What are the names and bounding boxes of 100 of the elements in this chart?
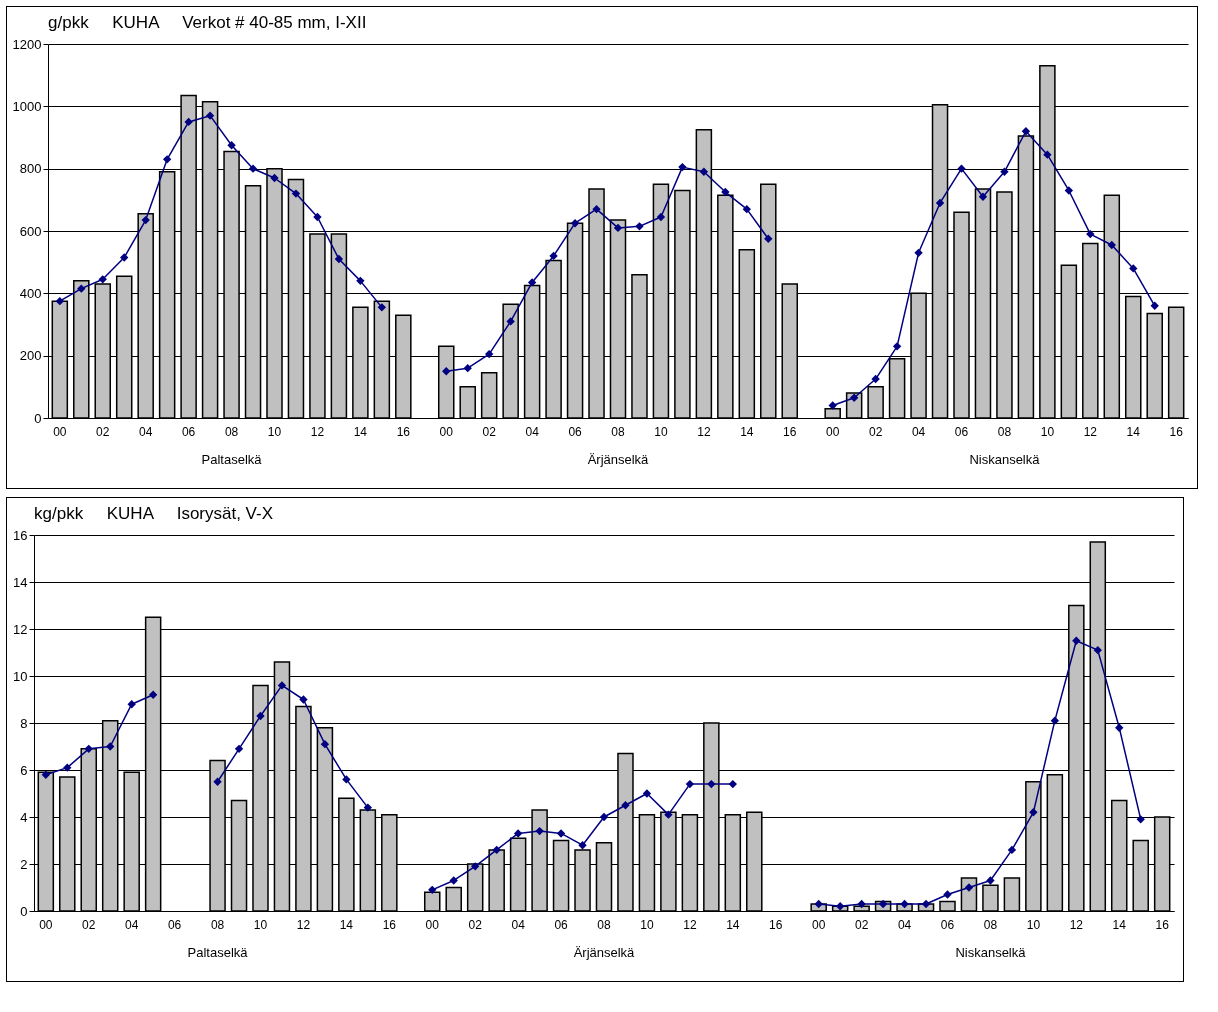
point [742, 205, 751, 214]
point [471, 862, 480, 871]
text: Paltaselkä [187, 945, 249, 960]
x-tick-label: 12 [697, 424, 711, 439]
point [556, 829, 566, 838]
x-tick-label: 10 [253, 917, 268, 932]
point [485, 349, 494, 359]
point [1064, 186, 1074, 195]
y-tick-label: 2 [20, 856, 28, 872]
x-tick-label: 12 [1069, 917, 1084, 932]
x-tick-label: 10 [654, 424, 668, 439]
point [828, 401, 837, 410]
point [621, 801, 630, 810]
x-tick-label: 08 [997, 424, 1012, 439]
point [857, 899, 866, 909]
y-tick-label: 12 [13, 621, 28, 637]
x-tick-label: 08 [611, 424, 625, 439]
point [256, 711, 265, 721]
x-tick-label: 04 [897, 917, 912, 932]
x-tick-label: 16 [382, 917, 397, 932]
point [148, 690, 158, 699]
x-tick-label: 16 [1169, 424, 1184, 439]
point [892, 342, 902, 351]
point [1136, 815, 1145, 824]
point [721, 187, 730, 197]
x-tick-label: 12 [310, 424, 325, 439]
x-tick-label: 06 [940, 917, 955, 932]
x-tick-label: 00 [812, 917, 826, 932]
point [1050, 716, 1060, 725]
x-tick-label: 06 [554, 917, 569, 932]
y-tick-label: 600 [19, 223, 42, 239]
x-tick-label: 16 [396, 424, 411, 439]
x-tick-label: 00 [826, 424, 840, 439]
point [814, 899, 823, 909]
x-tick-label: 04 [125, 917, 139, 932]
point [656, 212, 666, 222]
y-tick-label: 800 [19, 161, 42, 177]
point [764, 234, 773, 243]
x-tick-label: 02 [468, 917, 483, 932]
point [106, 742, 115, 751]
point [205, 111, 215, 120]
point [707, 779, 716, 789]
y-tick-label: 1000 [12, 98, 42, 114]
point [1150, 301, 1159, 310]
x-tick-label: 02 [854, 917, 869, 932]
point [664, 810, 673, 819]
x-tick-label: 12 [1083, 424, 1098, 439]
x-tick-label: 12 [296, 917, 311, 932]
point [599, 812, 609, 822]
x-tick-label: 14 [1112, 917, 1127, 932]
point [162, 155, 172, 164]
point [849, 393, 859, 402]
y-tick-label: 14 [13, 574, 28, 590]
x-tick-label: 16 [769, 917, 783, 932]
x-tick-label: 08 [597, 917, 611, 932]
point [1072, 636, 1081, 645]
point [957, 164, 966, 173]
x-tick-label: 00 [425, 917, 440, 932]
point [535, 826, 544, 836]
x-tick-label: 10 [267, 424, 282, 439]
point [1021, 127, 1031, 136]
point [270, 173, 279, 183]
y-tick-label: 0 [20, 903, 28, 919]
chart-title: g/pkk KUHA Verkot # 40-85 mm, I-XII [48, 13, 367, 32]
point [728, 779, 737, 789]
x-tick-label: 04 [911, 424, 926, 439]
point [55, 296, 64, 306]
point [248, 164, 258, 173]
point [320, 739, 330, 749]
point [463, 363, 472, 373]
y-tick-label: 16 [13, 527, 28, 543]
point [635, 222, 644, 231]
x-tick-label: 00 [39, 917, 53, 932]
y-tick-label: 0 [34, 410, 42, 426]
text: Niskanselkä [969, 452, 1041, 467]
y-tick-label: 4 [20, 809, 28, 825]
point [1115, 723, 1124, 732]
point [978, 192, 988, 201]
x-tick-label: 10 [640, 917, 654, 932]
point [1086, 229, 1095, 239]
point [277, 681, 287, 690]
point [428, 885, 437, 895]
point [986, 876, 995, 885]
point [964, 883, 974, 892]
x-tick-label: 14 [740, 424, 754, 439]
point [141, 215, 150, 225]
point [234, 744, 244, 754]
chart-title: kg/pkk KUHA Isorysät, V-X [34, 504, 274, 523]
point [492, 845, 501, 855]
point [570, 219, 580, 228]
point [513, 829, 523, 838]
x-tick-label: 14 [353, 424, 368, 439]
point [1107, 240, 1116, 250]
point [84, 744, 93, 754]
point [699, 167, 709, 176]
text: Ärjänselkä [587, 452, 650, 467]
point [578, 841, 587, 850]
point [1129, 264, 1138, 273]
point [1043, 150, 1052, 159]
x-tick-label: 04 [525, 424, 540, 439]
